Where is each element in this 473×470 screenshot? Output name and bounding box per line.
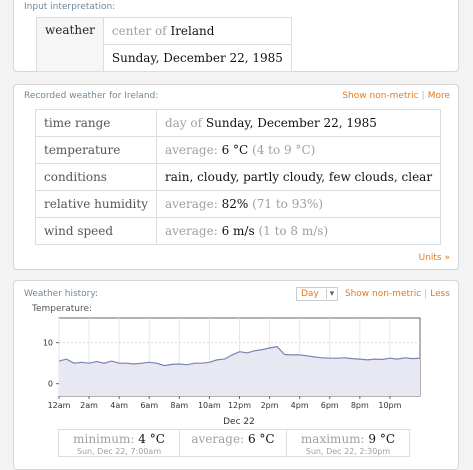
row-value: average: 6 °C (4 to 9 °C) xyxy=(155,136,442,164)
weather-history-pod: Weather history: Day ▾ Show non-metric | L… xyxy=(13,280,459,470)
temperature-chart: 0 10 12am 2am 4am 6am 8am 10am 12pm 2pm 4pm 6pm 8pm 1… xyxy=(43,317,421,427)
input-label: weather xyxy=(36,17,104,72)
more-link[interactable]: More xyxy=(427,91,450,101)
row-label: relative humidity xyxy=(35,190,157,218)
input-location: center of Ireland xyxy=(102,17,292,45)
x-axis-label: Dec 22 xyxy=(223,417,255,427)
x-tick-label: 8am xyxy=(170,401,188,410)
stat-minimum: minimum: 4 °C Sun, Dec 22, 7:00am xyxy=(58,429,180,457)
pod-title: Input interpretation: xyxy=(24,2,116,12)
x-tick-label: 4pm xyxy=(291,401,309,410)
table-row: conditions rain, cloudy, partly cloudy, … xyxy=(35,163,442,191)
row-label: temperature xyxy=(35,136,157,164)
x-tick-label: 2pm xyxy=(261,401,279,410)
show-non-metric-link[interactable]: Show non-metric xyxy=(344,289,422,299)
chart-title: Temperature: xyxy=(32,304,93,314)
units-link[interactable]: Units » xyxy=(418,253,450,263)
x-tick-label: 6am xyxy=(140,401,158,410)
input-date: Sunday, December 22, 1985 xyxy=(102,44,292,72)
stat-average: average: 6 °C xyxy=(179,429,287,457)
row-value: day of Sunday, December 22, 1985 xyxy=(155,109,442,137)
x-tick-label: 4am xyxy=(110,401,128,410)
pod-title: Weather history: xyxy=(24,289,99,299)
x-tick-label: 12pm xyxy=(228,401,251,410)
recorded-weather-table: time range day of Sunday, December 22, 1… xyxy=(35,109,442,245)
row-label: wind speed xyxy=(35,217,157,245)
table-row: time range day of Sunday, December 22, 1… xyxy=(35,109,442,137)
chevron-down-icon: ▾ xyxy=(325,289,338,299)
temperature-line xyxy=(58,346,421,367)
row-label: time range xyxy=(35,109,157,137)
row-label: conditions xyxy=(35,163,157,191)
x-tick-label: 10am xyxy=(198,401,221,410)
unit-select[interactable]: Day ▾ xyxy=(296,287,339,301)
x-tick-label: 2am xyxy=(80,401,98,410)
row-value: average: 82% (71 to 93%) xyxy=(155,190,442,218)
y-tick-label: 0 xyxy=(48,380,53,389)
temperature-stats-table: minimum: 4 °C Sun, Dec 22, 7:00am average… xyxy=(58,429,410,457)
less-link[interactable]: Less xyxy=(430,289,450,299)
table-row: temperature average: 6 °C (4 to 9 °C) xyxy=(35,136,442,164)
x-tick-label: 6pm xyxy=(321,401,339,410)
x-tick-label: 12am xyxy=(48,401,71,410)
row-value: rain, cloudy, partly cloudy, few clouds,… xyxy=(155,163,442,191)
pod-links: Show non-metric | More xyxy=(342,91,450,101)
pod-links: Show non-metric | Less xyxy=(344,289,450,299)
table-row: wind speed average: 6 m/s (1 to 8 m/s) xyxy=(35,217,442,245)
table-row: relative humidity average: 82% (71 to 93… xyxy=(35,190,442,218)
temperature-area xyxy=(59,346,420,396)
show-non-metric-link[interactable]: Show non-metric xyxy=(342,91,419,101)
stat-maximum: maximum: 9 °C Sun, Dec 22, 2:30pm xyxy=(286,429,410,457)
recorded-weather-pod: Recorded weather for Ireland: Show non-m… xyxy=(13,84,459,270)
row-value: average: 6 m/s (1 to 8 m/s) xyxy=(155,217,442,245)
input-interpretation-pod: Input interpretation: weather center of … xyxy=(13,0,459,72)
x-tick-label: 10pm xyxy=(378,401,401,410)
pod-title: Recorded weather for Ireland: xyxy=(24,91,159,101)
x-tick-label: 8pm xyxy=(351,401,369,410)
input-interpretation-table: weather center of Ireland Sunday, Decemb… xyxy=(36,17,292,72)
y-tick-label: 10 xyxy=(43,339,53,348)
